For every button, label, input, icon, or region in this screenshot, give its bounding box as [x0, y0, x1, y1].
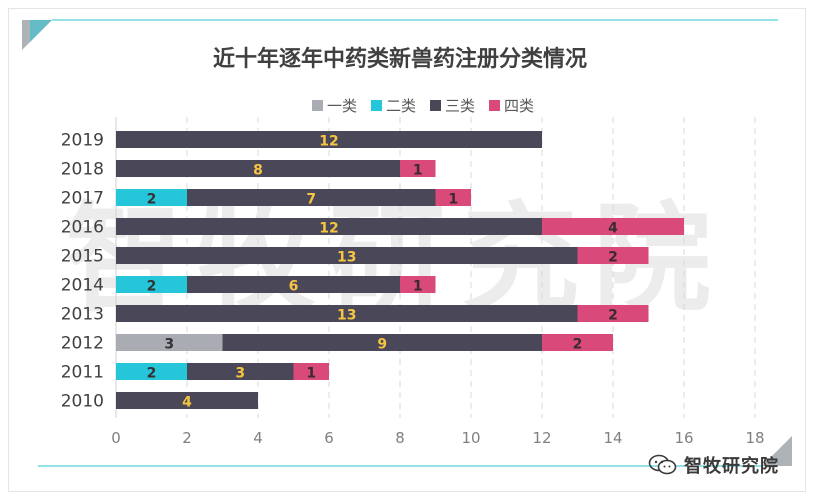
bar-value-label: 1	[448, 192, 458, 208]
bar-value-label: 6	[289, 279, 299, 295]
bar-segment-2017-二类	[116, 189, 187, 206]
bar-value-label: 2	[608, 250, 618, 266]
bar-value-label: 1	[413, 163, 423, 179]
bar-segment-2014-三类	[187, 276, 400, 293]
y-category-label: 2010	[61, 392, 104, 412]
y-category-label: 2017	[61, 189, 104, 209]
x-tick-label: 6	[324, 429, 334, 447]
x-tick-label: 18	[745, 429, 764, 447]
y-category-label: 2013	[61, 305, 104, 325]
corner-triangle-bottom	[762, 436, 792, 466]
bar-value-label: 7	[306, 192, 316, 208]
legend-swatch-3	[430, 100, 441, 111]
bar-value-label: 4	[182, 395, 192, 411]
y-category-label: 2011	[61, 363, 104, 383]
x-tick-label: 10	[461, 429, 480, 447]
bar-segment-2016-四类	[542, 218, 684, 235]
x-tick-label: 2	[182, 429, 192, 447]
x-tick-label: 14	[603, 429, 622, 447]
bar-value-label: 8	[253, 163, 263, 179]
brand-label: 智牧研究院	[684, 456, 779, 477]
bar-value-label: 2	[608, 308, 618, 324]
bar-value-label: 13	[337, 308, 356, 324]
bar-value-label: 1	[306, 366, 316, 382]
bar-segment-2011-三类	[187, 363, 294, 380]
legend-swatch-4	[489, 100, 500, 111]
bar-segment-2012-一类	[116, 334, 223, 351]
bar-segment-2013-四类	[577, 305, 649, 322]
bar-value-label: 2	[573, 337, 583, 353]
y-category-label: 2012	[61, 334, 104, 354]
chart-legend: 一类 二类 三类 四类	[312, 97, 534, 115]
legend-label-1: 一类	[327, 97, 357, 115]
y-category-label: 2019	[61, 131, 104, 151]
bar-value-label: 12	[319, 134, 338, 150]
x-tick-label: 16	[674, 429, 693, 447]
bar-segment-2015-三类	[116, 247, 578, 264]
bar-value-label: 3	[164, 337, 174, 353]
x-axis-labels: 0 2 4 6 8 10 12 14 16 18	[111, 429, 764, 447]
bar-value-label: 13	[337, 250, 356, 266]
corner-accent-top	[30, 20, 52, 42]
bar-value-label: 2	[147, 366, 157, 382]
legend-label-3: 三类	[445, 97, 475, 115]
bar-value-label: 2	[147, 192, 157, 208]
bar-segment-2019-三类	[116, 131, 542, 148]
bar-segment-2018-三类	[116, 160, 400, 177]
bar-value-label: 9	[377, 337, 387, 353]
x-tick-label: 4	[253, 429, 263, 447]
legend-label-4: 四类	[504, 97, 534, 115]
bar-segment-2013-三类	[116, 305, 578, 322]
bar-segment-2011-四类	[293, 363, 329, 380]
legend-swatch-1	[312, 100, 323, 111]
bar-value-label: 12	[319, 221, 338, 237]
legend-label-2: 二类	[386, 97, 416, 115]
legend-swatch-2	[371, 100, 382, 111]
bar-segment-2018-四类	[400, 160, 436, 177]
bar-segment-2012-三类	[222, 334, 542, 351]
footer-brand: 智牧研究院	[648, 452, 779, 478]
bar-segment-2014-四类	[400, 276, 436, 293]
chart-title: 近十年逐年中药类新兽药注册分类情况	[213, 46, 587, 72]
chart-bars: 128 12 7 112 413 22 6 113 23 9 22 3 14	[116, 131, 684, 411]
y-category-label: 2014	[61, 276, 104, 296]
bar-segment-2015-四类	[577, 247, 649, 264]
bar-segment-2012-四类	[542, 334, 613, 351]
y-axis-labels: 2019 2018 2017 2016 2015 2014 2013 2012 2011 2010	[61, 131, 104, 412]
y-category-label: 2016	[61, 218, 104, 238]
x-tick-label: 8	[395, 429, 405, 447]
bar-segment-2010-三类	[116, 392, 258, 409]
bar-value-label: 4	[608, 221, 618, 237]
bar-value-label: 3	[235, 366, 245, 382]
bar-value-label: 2	[147, 279, 157, 295]
bar-segment-2014-二类	[116, 276, 187, 293]
bar-segment-2011-二类	[116, 363, 187, 380]
x-tick-label: 12	[532, 429, 551, 447]
x-tick-label: 0	[111, 429, 121, 447]
bar-segment-2017-四类	[435, 189, 471, 206]
wechat-icon	[648, 454, 677, 475]
y-category-label: 2018	[61, 160, 104, 180]
bar-segment-2017-三类	[187, 189, 436, 206]
y-category-label: 2015	[61, 247, 104, 267]
bar-segment-2016-三类	[116, 218, 542, 235]
bar-value-label: 1	[413, 279, 423, 295]
